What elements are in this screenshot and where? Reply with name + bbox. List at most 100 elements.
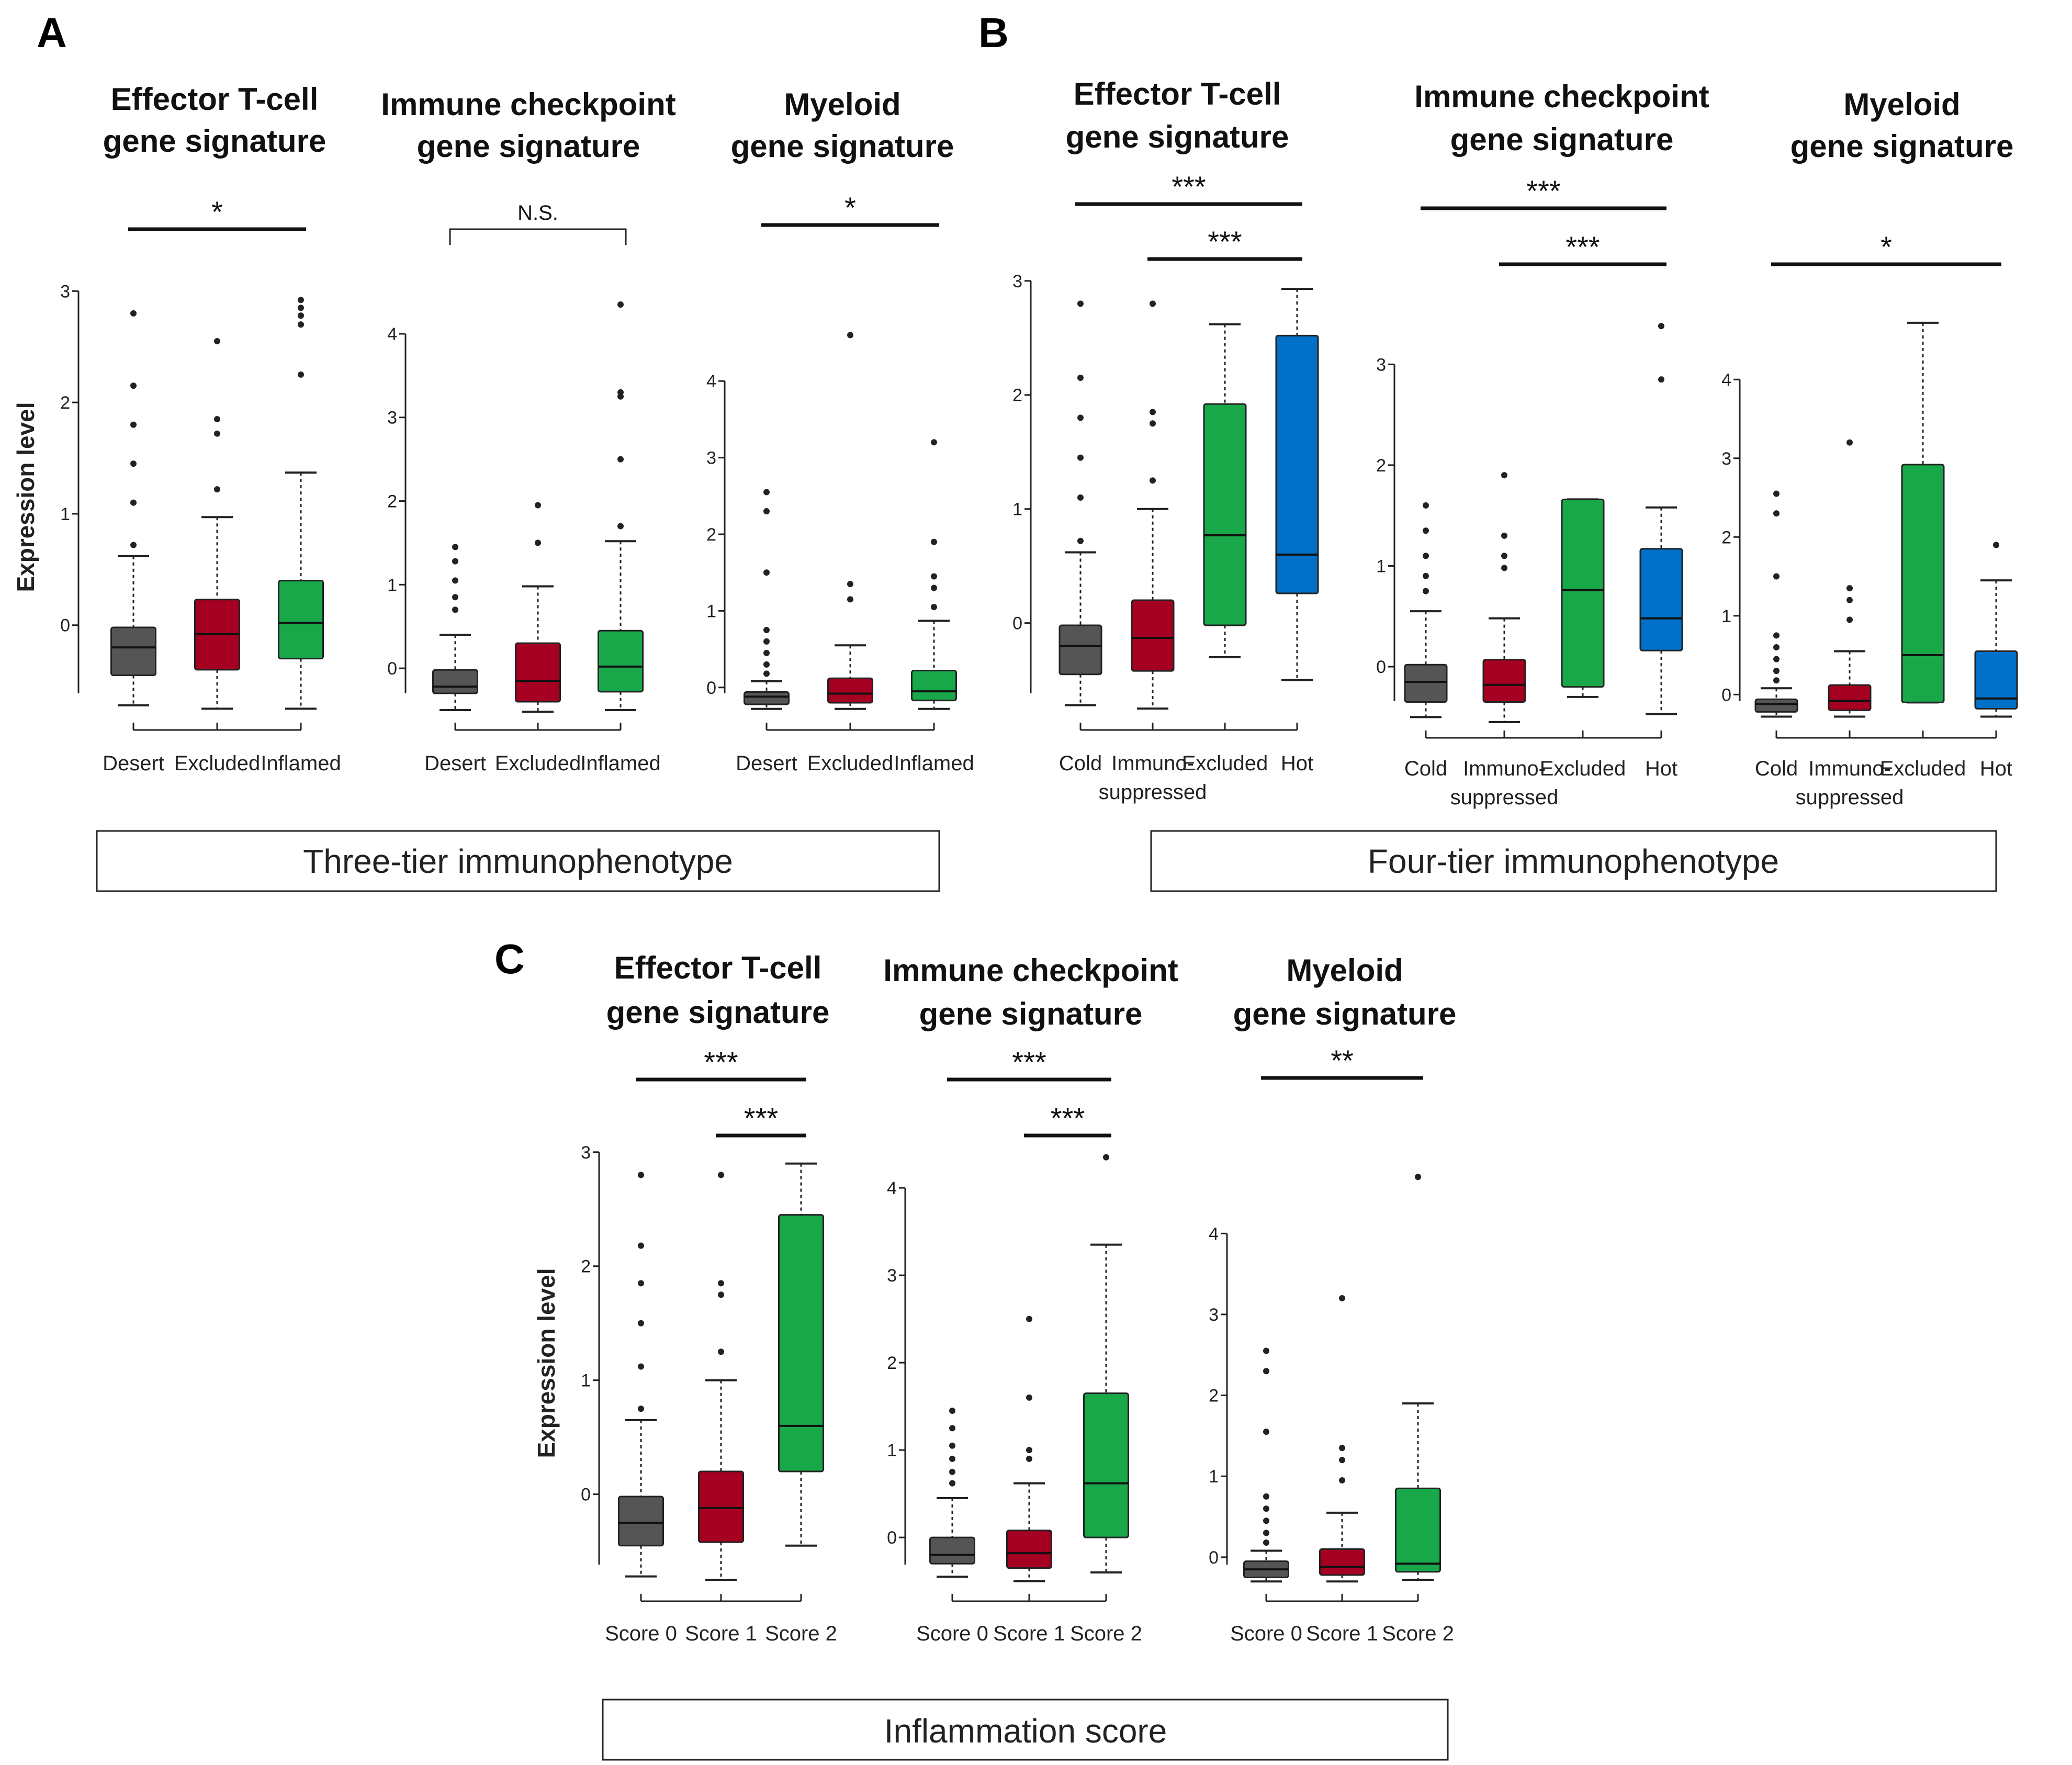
outlier-point [638, 1242, 644, 1249]
outlier-point [1501, 532, 1507, 539]
outlier-point [1026, 1455, 1032, 1462]
box-iqr [1901, 464, 1945, 703]
outlier-point [847, 581, 853, 588]
chart-a2: Immune checkpoint gene signature 0 1 2 3 4 Dese… [381, 87, 675, 775]
y-tick-label: 3 [1721, 449, 1731, 469]
chart-title: Myeloid [784, 87, 900, 122]
outlier-point [1263, 1368, 1269, 1375]
significance-bracket: *** [716, 1101, 806, 1138]
box-iqr [1561, 498, 1605, 688]
box-iqr [744, 691, 790, 705]
box-score-1 [1006, 1316, 1052, 1582]
y-tick-label: 4 [706, 372, 716, 391]
chart-c3: Myeloid gene signature 0 1 2 3 4 Score 0 Score 1… [1209, 953, 1456, 1645]
box-iqr [1275, 334, 1319, 594]
significance-bracket: * [761, 191, 939, 227]
y-tick-label: 2 [706, 525, 716, 545]
box-score-2 [778, 1162, 824, 1547]
y-tick-label: 0 [1376, 657, 1386, 677]
outlier-point [718, 1291, 724, 1298]
significance-bracket: *** [636, 1045, 806, 1082]
y-tick-label: 3 [60, 282, 70, 301]
box-inflamed [598, 301, 644, 712]
outlier-point [130, 542, 137, 548]
x-tick-label: Inflamed [580, 752, 660, 775]
outlier-point [1415, 1174, 1421, 1181]
box-iqr [911, 670, 957, 702]
outlier-point [130, 499, 137, 506]
box-score-0 [1243, 1347, 1289, 1583]
outlier-point [452, 544, 458, 550]
box-iqr [929, 1536, 975, 1565]
y-tick-label: 2 [60, 393, 70, 413]
outlier-point [1077, 375, 1084, 381]
chart-title: gene signature [1066, 119, 1289, 154]
box-iqr [1482, 659, 1526, 703]
outlier-point [452, 558, 458, 565]
chart-title: gene signature [731, 129, 954, 164]
chart-c1: Effector T-cell gene signature 0 1 2 3 Express… [533, 950, 837, 1645]
significance-bracket: * [128, 195, 306, 231]
significance-label: *** [1172, 170, 1206, 203]
box-desert [432, 544, 478, 712]
outlier-point [1773, 510, 1780, 517]
outlier-point [1150, 300, 1156, 307]
outlier-point [1423, 553, 1429, 559]
outlier-point [1077, 300, 1084, 307]
outlier-point [931, 604, 937, 611]
box-iqr [827, 677, 873, 704]
box-excluded [1561, 498, 1605, 698]
outlier-point [1846, 616, 1853, 623]
bracket-line [449, 228, 627, 245]
x-tick-label: Inflamed [894, 752, 974, 775]
outlier-point [1077, 454, 1084, 461]
outlier-point [1263, 1505, 1269, 1512]
chart-title: Myeloid [1286, 953, 1403, 988]
y-tick-label: 0 [1012, 614, 1022, 634]
chart-title: gene signature [1233, 996, 1457, 1031]
box-inflamed [911, 439, 957, 710]
outlier-point [1077, 494, 1084, 501]
x-tick-label: Score 2 [1382, 1622, 1454, 1645]
box-iqr [778, 1214, 824, 1472]
y-tick-label: 3 [581, 1143, 591, 1163]
outlier-point [1846, 439, 1853, 446]
x-tick-label: Score 0 [605, 1622, 677, 1645]
box-score-2 [1083, 1154, 1129, 1573]
x-tick-label: Immuno- [1808, 757, 1891, 780]
outlier-point [949, 1425, 955, 1432]
box-immuno [1131, 300, 1175, 710]
outlier-point [847, 332, 853, 339]
outlier-point [1339, 1457, 1345, 1464]
y-tick-label: 2 [1012, 386, 1022, 406]
outlier-point [298, 305, 304, 311]
box-iqr [1404, 664, 1448, 703]
outlier-point [1077, 537, 1084, 544]
tier-box-b: Four-tier immunophenotype [1150, 830, 1997, 892]
x-tick-label: Excluded [1880, 757, 1966, 780]
box-excluded [1901, 321, 1945, 704]
y-tick-label: 1 [60, 504, 70, 524]
tier-label-c: Inflammation score [884, 1712, 1167, 1750]
outlier-point [1339, 1477, 1345, 1483]
significance-label: *** [1566, 230, 1600, 263]
outlier-point [1263, 1429, 1269, 1435]
outlier-point [1773, 668, 1780, 674]
box-excluded [194, 338, 240, 710]
outlier-point [1103, 1154, 1109, 1161]
outlier-point [1339, 1295, 1345, 1302]
outlier-point [763, 569, 770, 576]
box-excluded [827, 332, 873, 710]
outlier-point [1501, 472, 1507, 479]
x-tick-label: Excluded [1182, 752, 1268, 775]
box-excluded [1203, 323, 1247, 659]
y-tick-label: 2 [1209, 1386, 1219, 1406]
significance-label: * [211, 195, 223, 228]
outlier-point [638, 1363, 644, 1370]
y-tick-label: 1 [1721, 606, 1731, 626]
x-tick-label: Score 0 [916, 1622, 988, 1645]
y-tick-label: 3 [1209, 1305, 1219, 1325]
y-tick-label: 1 [387, 575, 397, 595]
outlier-point [452, 577, 458, 584]
